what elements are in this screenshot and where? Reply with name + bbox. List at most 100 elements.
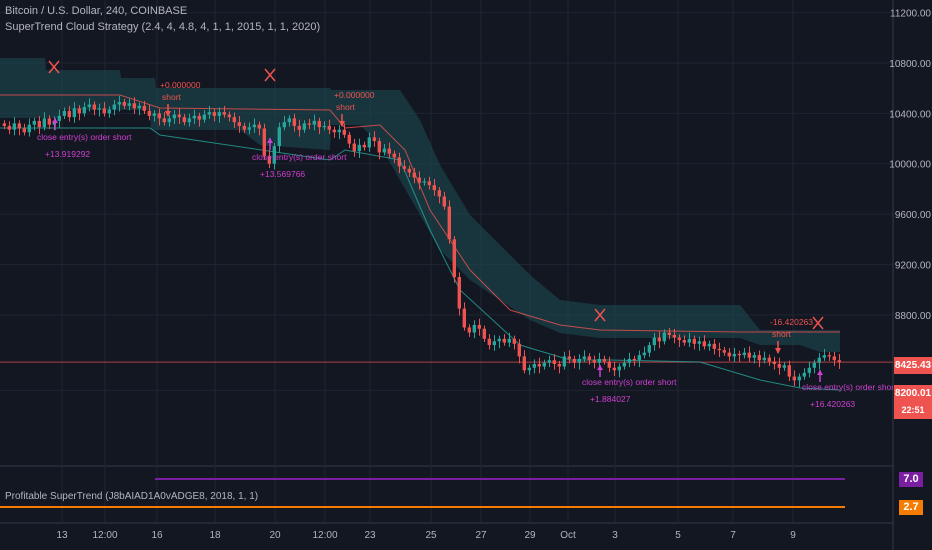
candle-body [152,113,156,116]
short-entry-signal: +0.000000 short [160,80,201,117]
candle [642,346,646,359]
candle [452,236,456,283]
candle-body [122,102,126,106]
candle [677,334,681,347]
candle [657,331,661,349]
candle-body [352,143,356,152]
signal-pnl: +1.884027 [590,394,631,404]
candle-body [272,146,276,164]
signal-pnl: +13.919292 [45,149,90,159]
candle [832,351,836,366]
candle [107,106,111,118]
candle [467,324,471,337]
candle-body [557,363,561,367]
candle [352,138,356,157]
candle-body [562,356,566,367]
candle-body [717,348,721,351]
candle-body [237,122,241,126]
candle [607,356,611,373]
candle-body [372,137,376,142]
candle [187,113,191,127]
candle-body [542,362,546,367]
indicator-title[interactable]: Profitable SuperTrend (J8bAIAD1A0vADGE8,… [5,491,259,502]
candle [237,115,241,133]
candle [387,142,391,159]
candle-body [427,181,431,186]
candle-body [627,358,631,363]
signal-label: close entry(s) order short [582,377,677,387]
candle-body [182,117,186,123]
candle [647,341,651,358]
time-tick-label: 27 [475,530,487,541]
candle [17,120,21,136]
candle-body [822,355,826,358]
candle-body [87,104,91,108]
candle-body [192,115,196,119]
candle-body [42,118,46,128]
candle [37,116,41,135]
candle-body [157,113,161,119]
candle-body [102,108,106,114]
candle [212,108,216,122]
candle-body [252,124,256,128]
candle [482,325,486,342]
candle [502,334,506,346]
candle [602,355,606,365]
candle [587,353,591,365]
candle [287,115,291,127]
candle-body [762,357,766,361]
candle [747,346,751,363]
candle [137,102,141,116]
candle-body [382,148,386,153]
candle [742,347,746,359]
time-tick-label: 25 [425,530,437,541]
time-tick-label: 16 [151,530,163,541]
candle [707,340,711,351]
candle-body [312,120,316,125]
study-title[interactable]: SuperTrend Cloud Strategy (2.4, 4, 4.8, … [5,21,321,33]
indicator-value-top: 7.0 [899,472,923,487]
candle [737,350,741,363]
candle [322,121,326,131]
candle-body [832,356,836,361]
candle-body [432,185,436,191]
candle-body [702,341,706,347]
symbol-title[interactable]: Bitcoin / U.S. Dollar, 240, COINBASE [5,5,188,17]
candle-body [437,190,441,197]
candle-body [107,109,111,114]
candle-body [212,112,216,116]
time-tick-label: 7 [730,530,736,541]
candle-body [442,196,446,207]
candle [437,187,441,204]
candle [152,110,156,122]
candle-body [127,103,131,106]
candle-body [827,355,831,357]
candle-body [137,105,141,109]
candle [752,352,756,364]
candle [307,118,311,130]
x-stroke [812,316,824,330]
candle [567,350,571,364]
candle [442,191,446,210]
candle-body [147,110,151,116]
candle-body [32,120,36,125]
candle [232,112,236,128]
candle-body [422,181,426,183]
candle [182,113,186,126]
candle-body [787,365,791,377]
candle [672,328,676,344]
candle-body [207,112,211,115]
cloud-fill [0,58,840,352]
candle [372,131,376,147]
candle [577,354,581,370]
candle [692,335,696,350]
candle-body [112,104,116,110]
candle [362,141,366,151]
candle [317,117,321,135]
price-tick-label: 10400.00 [889,109,931,120]
candle [32,117,36,131]
candle-body [712,343,716,349]
candle [157,108,161,126]
time-tick-label: 5 [675,530,681,541]
